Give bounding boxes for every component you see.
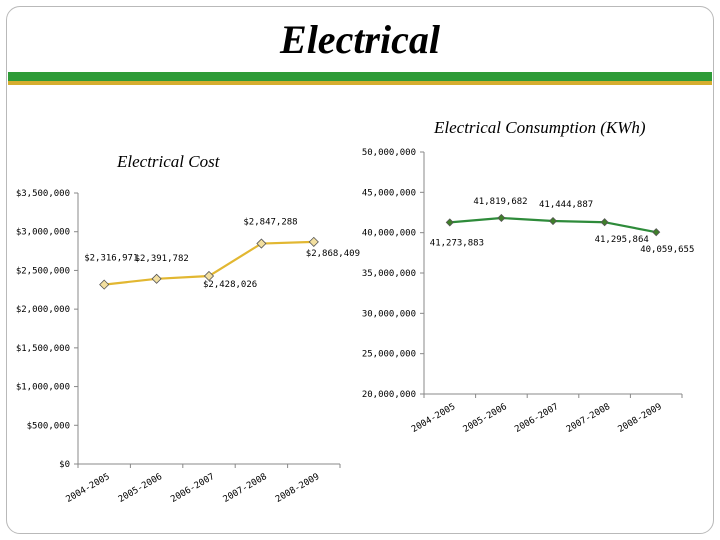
- y-tick-label: 45,000,000: [362, 188, 416, 198]
- y-tick-label: $2,500,000: [16, 266, 70, 276]
- data-point: [497, 213, 506, 223]
- data-point: [652, 228, 661, 237]
- data-label: $2,316,971: [84, 254, 138, 264]
- cost-chart: $0 $500,000 $1,000,000 $1,500,000 $2,000,000…: [16, 189, 360, 505]
- x-tick-label: 2007-2008: [565, 402, 612, 435]
- y-tick-label: $3,500,000: [16, 189, 70, 199]
- data-point: [99, 279, 110, 290]
- data-point: [548, 216, 558, 226]
- cost-chart-title: Electrical Cost: [117, 152, 220, 171]
- y-tick-label: 40,000,000: [362, 229, 416, 239]
- consumption-chart-title: Electrical Consumption (KWh): [434, 118, 646, 137]
- y-tick-label: 30,000,000: [362, 309, 416, 319]
- x-tick-label: 2004-2005: [64, 472, 111, 505]
- x-tick-label: 2005-2006: [462, 402, 509, 435]
- x-tick-label: 2007-2008: [222, 472, 269, 505]
- data-label: 41,819,682: [473, 197, 527, 207]
- data-label: 41,444,887: [539, 200, 593, 210]
- data-label: 40,059,655: [640, 245, 694, 255]
- y-tick-label: $0: [59, 460, 70, 470]
- y-tick-label: $1,000,000: [16, 383, 70, 393]
- data-point: [308, 236, 319, 247]
- y-tick-label: 35,000,000: [362, 269, 416, 279]
- y-tick-label: $500,000: [27, 421, 70, 431]
- title-divider-gold: [8, 81, 712, 85]
- data-point: [256, 238, 267, 249]
- y-tick-label: 50,000,000: [362, 148, 416, 158]
- data-point: [445, 218, 454, 227]
- x-tick-label: 2004-2005: [410, 402, 457, 435]
- y-tick-label: $1,500,000: [16, 344, 70, 354]
- page-title: Electrical: [280, 17, 440, 62]
- data-label: $2,868,409: [306, 249, 360, 259]
- y-tick-label: $2,000,000: [16, 305, 70, 315]
- data-label: $2,391,782: [135, 254, 189, 264]
- x-tick-label: 2008-2009: [274, 472, 321, 505]
- data-label: 41,273,883: [430, 238, 484, 248]
- y-tick-label: $3,000,000: [16, 228, 70, 238]
- slide-frame: [6, 6, 714, 534]
- data-point: [600, 218, 609, 227]
- data-label: $2,847,288: [243, 218, 297, 228]
- y-tick-label: 25,000,000: [362, 350, 416, 360]
- title-divider-green: [8, 72, 712, 81]
- data-point: [203, 270, 215, 282]
- x-tick-label: 2008-2009: [616, 402, 663, 435]
- data-label: $2,428,026: [203, 280, 257, 290]
- x-tick-label: 2006-2007: [513, 402, 560, 435]
- x-tick-label: 2006-2007: [169, 472, 216, 505]
- x-tick-label: 2005-2006: [117, 472, 164, 505]
- y-tick-label: 20,000,000: [362, 390, 416, 400]
- data-point: [151, 273, 162, 284]
- consumption-chart: 20,000,000 25,000,000 30,000,000 35,000,000…: [362, 148, 695, 435]
- data-label: 41,295,864: [595, 235, 649, 245]
